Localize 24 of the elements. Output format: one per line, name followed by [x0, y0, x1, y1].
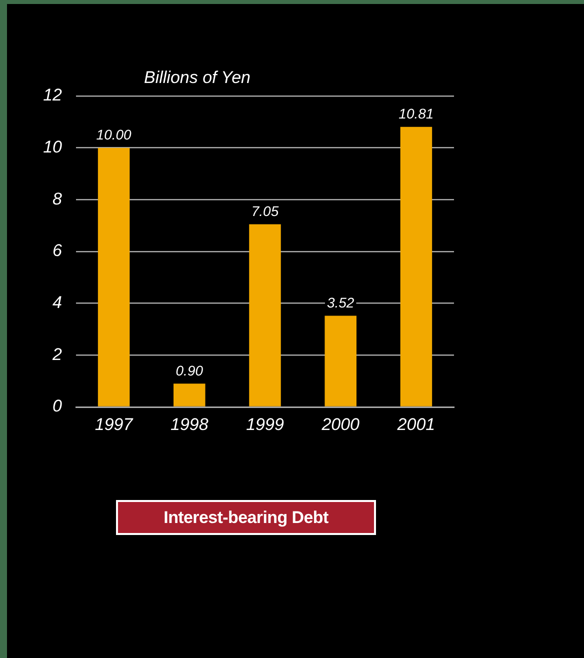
x-tick-label: 2001 — [396, 414, 436, 434]
y-tick-label: 12 — [43, 86, 63, 105]
y-tick-label: 2 — [52, 344, 63, 364]
y-tick-label: 10 — [43, 138, 63, 157]
y-tick-label: 4 — [52, 293, 62, 312]
x-tick-label: 2000 — [320, 414, 360, 434]
bar — [98, 148, 130, 406]
bar — [249, 224, 281, 406]
x-tick-label: 1999 — [246, 414, 284, 434]
x-tick-label: 1997 — [94, 414, 134, 434]
bar — [400, 126, 432, 406]
data-label: 3.52 — [326, 294, 354, 311]
y-axis-title: Billions of Yen — [144, 68, 250, 88]
y-tick-label: 8 — [52, 189, 63, 208]
data-label: 10.81 — [398, 106, 434, 122]
y-tick-label: 6 — [52, 241, 63, 260]
data-label: 10.00 — [96, 126, 132, 143]
x-tick-label: 1998 — [170, 414, 209, 434]
bar — [174, 384, 206, 406]
bar — [324, 316, 356, 406]
text: Interest-bearing Debt — [116, 500, 376, 535]
y-tick-label: 0 — [52, 396, 63, 416]
data-label: 7.05 — [251, 203, 279, 220]
data-label: 0.90 — [176, 362, 204, 379]
